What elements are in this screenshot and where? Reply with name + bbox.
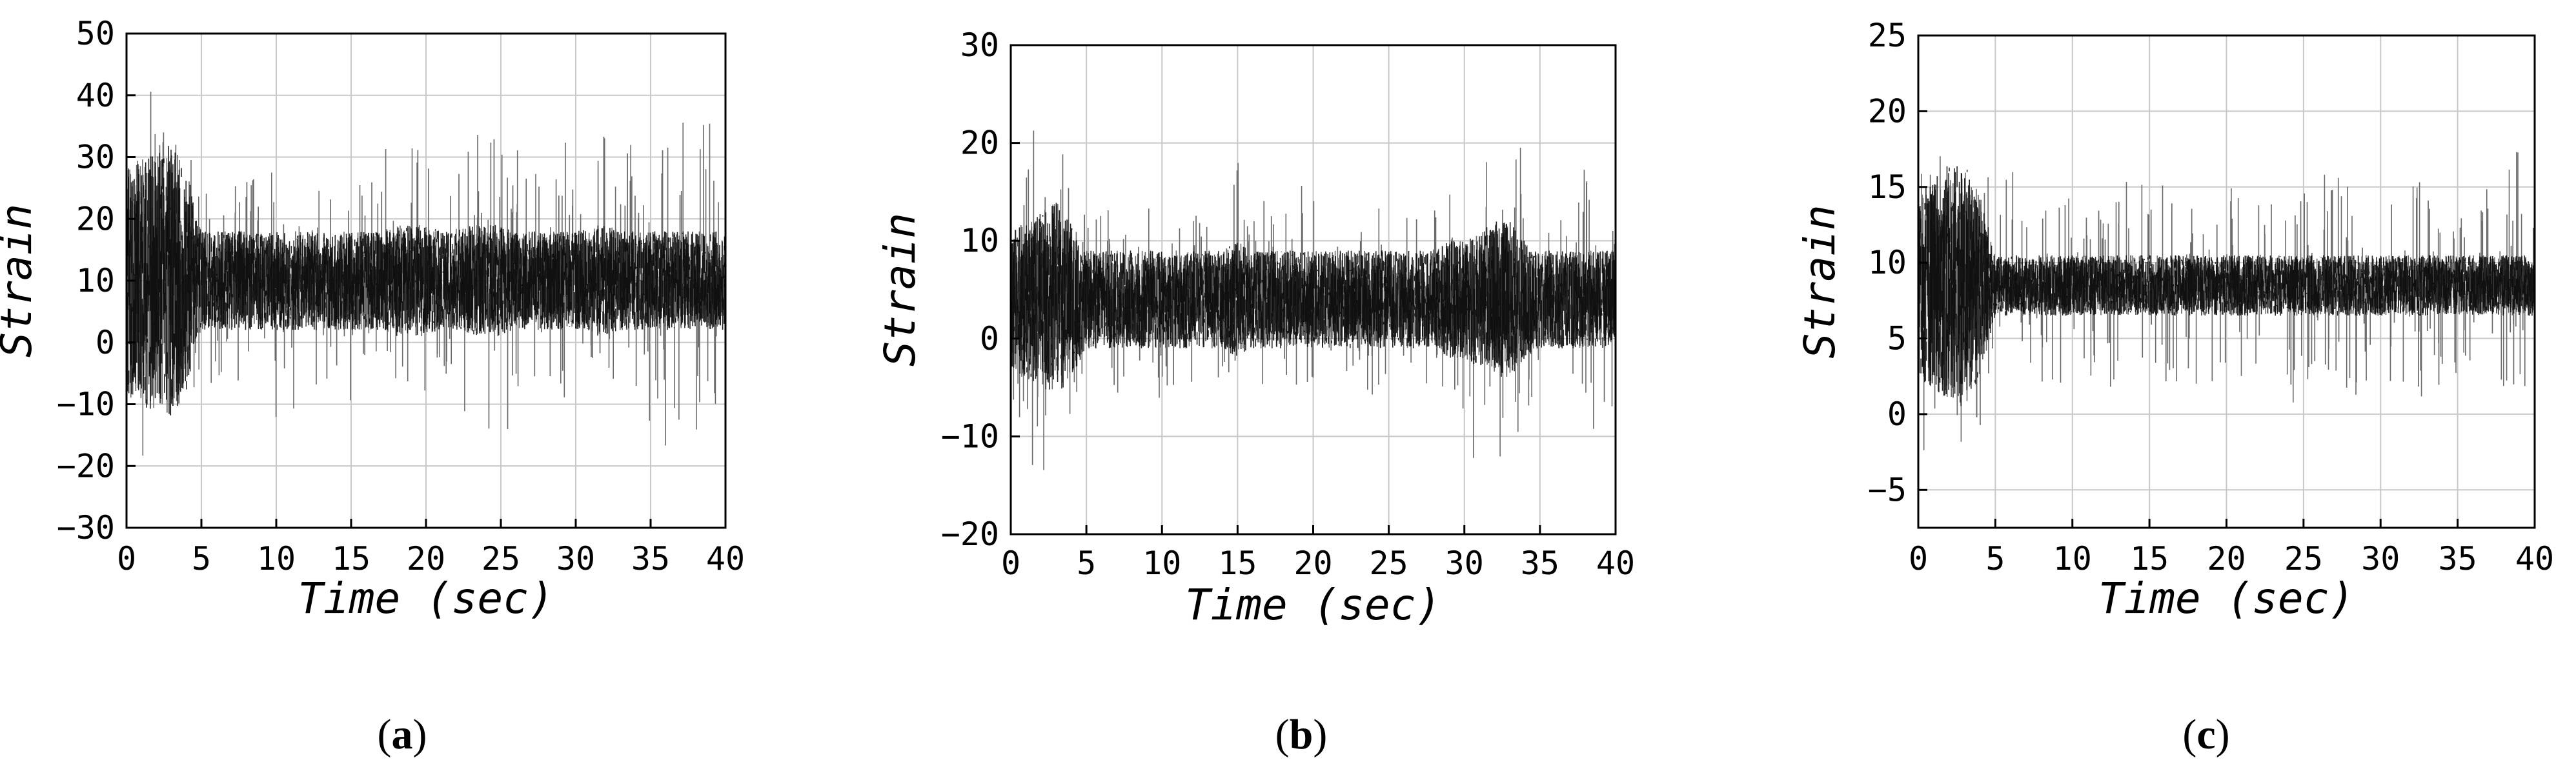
panel-c-y-tick-label: 10 — [1868, 244, 1907, 281]
panel-c-x-tick-label: 0 — [1909, 540, 1928, 577]
panel-a: 0 5 10 15 20 25 30 35 40 −30 −20 −10 0 10 20 30 40 50 Tim… — [0, 15, 745, 758]
panel-a-x-tick-label: 35 — [631, 540, 670, 577]
panel-b-caption-open: ( — [1275, 711, 1290, 758]
panel-b-x-tick-label: 15 — [1218, 545, 1257, 582]
panel-a-y-tick-label: −20 — [57, 447, 115, 485]
panel-c-x-tick-label: 40 — [2515, 540, 2554, 577]
panel-b-caption-letter: b — [1290, 711, 1313, 758]
panel-c-x-tick-label: 35 — [2439, 540, 2477, 577]
panel-a-y-tick-label: 50 — [76, 15, 115, 52]
panel-c-y-tick-label: 0 — [1887, 396, 1907, 433]
panel-a-y-tick-label: 0 — [96, 324, 115, 361]
panel-a-x-tick-label: 25 — [482, 540, 520, 577]
panel-a-y-tick-label: 20 — [76, 200, 115, 237]
panel-a-caption-close: ) — [413, 711, 427, 758]
panel-b-x-tick-label: 40 — [1596, 545, 1635, 582]
panel-c-y-tick-label: 15 — [1868, 168, 1907, 206]
panel-b-x-tick-label: 20 — [1293, 545, 1332, 582]
panel-c-y-tick-label: 20 — [1868, 92, 1907, 130]
panel-c-x-tick-label: 15 — [2130, 540, 2169, 577]
panel-c-x-axis-label: Time (sec) — [2098, 574, 2355, 623]
panel-c-x-tick-label: 20 — [2207, 540, 2246, 577]
panel-b-y-tick-label: 0 — [980, 320, 999, 357]
panel-a-y-tick-label: 10 — [76, 262, 115, 299]
panel-c-y-tick-label: −5 — [1868, 471, 1907, 508]
panel-b-x-axis-label: Time (sec) — [1185, 580, 1441, 630]
panel-a-y-axis-label: Strain — [0, 204, 41, 357]
panel-b-x-tick-label: 25 — [1370, 545, 1408, 582]
panel-b-x-tick-label: 5 — [1077, 545, 1096, 582]
panel-c-caption-open: ( — [2182, 711, 2196, 758]
panel-b-y-tick-label: 10 — [960, 222, 999, 259]
panel-b: 0 5 10 15 20 25 30 35 40 −20 −10 0 10 20 30 Time (sec)… — [875, 26, 1635, 758]
panel-c-caption-letter: c — [2196, 711, 2215, 758]
panel-b-x-tick-label: 0 — [1001, 545, 1020, 582]
panel-a-x-tick-label: 10 — [257, 540, 296, 577]
panel-c-x-tick-label: 5 — [1985, 540, 2005, 577]
panel-a-caption-letter: a — [392, 711, 413, 758]
panel-b-y-tick-label: −20 — [941, 516, 999, 553]
panel-a-x-tick-label: 30 — [556, 540, 595, 577]
panel-b-x-tick-label: 30 — [1445, 545, 1484, 582]
panel-b-ticks: 0 5 10 15 20 25 30 35 40 −20 −10 0 10 20 30 — [941, 26, 1635, 582]
panel-a-x-axis-label: Time (sec) — [298, 574, 554, 623]
panel-c-x-tick-label: 10 — [2053, 540, 2092, 577]
panel-c-signal — [1918, 152, 2535, 450]
panel-a-ticks: 0 5 10 15 20 25 30 35 40 −30 −20 −10 0 10 20 30 40 50 — [57, 15, 745, 577]
panel-b-x-tick-label: 35 — [1521, 545, 1559, 582]
panel-b-caption: (b) — [1275, 711, 1328, 758]
panel-c-caption-close: ) — [2216, 711, 2230, 758]
panel-b-caption-close: ) — [1313, 711, 1327, 758]
panel-c-caption: (c) — [2182, 711, 2229, 758]
panel-b-x-tick-label: 10 — [1142, 545, 1181, 582]
panel-a-caption: (a) — [378, 711, 427, 758]
panel-a-signal — [126, 92, 726, 456]
panel-a-x-tick-label: 40 — [706, 540, 745, 577]
panel-a-y-tick-label: −10 — [57, 386, 115, 423]
panel-a-x-tick-label: 20 — [407, 540, 445, 577]
panel-a-x-tick-label: 0 — [117, 540, 136, 577]
panel-a-caption-open: ( — [378, 711, 392, 758]
panel-b-y-tick-label: −10 — [941, 417, 999, 455]
panel-a-x-tick-label: 5 — [192, 540, 211, 577]
panel-c-y-axis-label: Strain — [1795, 205, 1845, 358]
panel-b-y-tick-label: 30 — [960, 26, 999, 64]
panel-a-x-tick-label: 15 — [332, 540, 370, 577]
panel-c-x-tick-label: 30 — [2361, 540, 2400, 577]
panel-a-y-tick-label: 30 — [76, 139, 115, 176]
panel-a-y-tick-label: −30 — [57, 509, 115, 546]
panel-c-x-tick-label: 25 — [2284, 540, 2323, 577]
panel-b-y-tick-label: 20 — [960, 125, 999, 162]
panel-c-y-tick-label: 5 — [1887, 320, 1907, 357]
panel-c-y-tick-label: 25 — [1868, 17, 1907, 54]
panel-b-y-axis-label: Strain — [875, 213, 925, 366]
panel-a-y-tick-label: 40 — [76, 77, 115, 114]
